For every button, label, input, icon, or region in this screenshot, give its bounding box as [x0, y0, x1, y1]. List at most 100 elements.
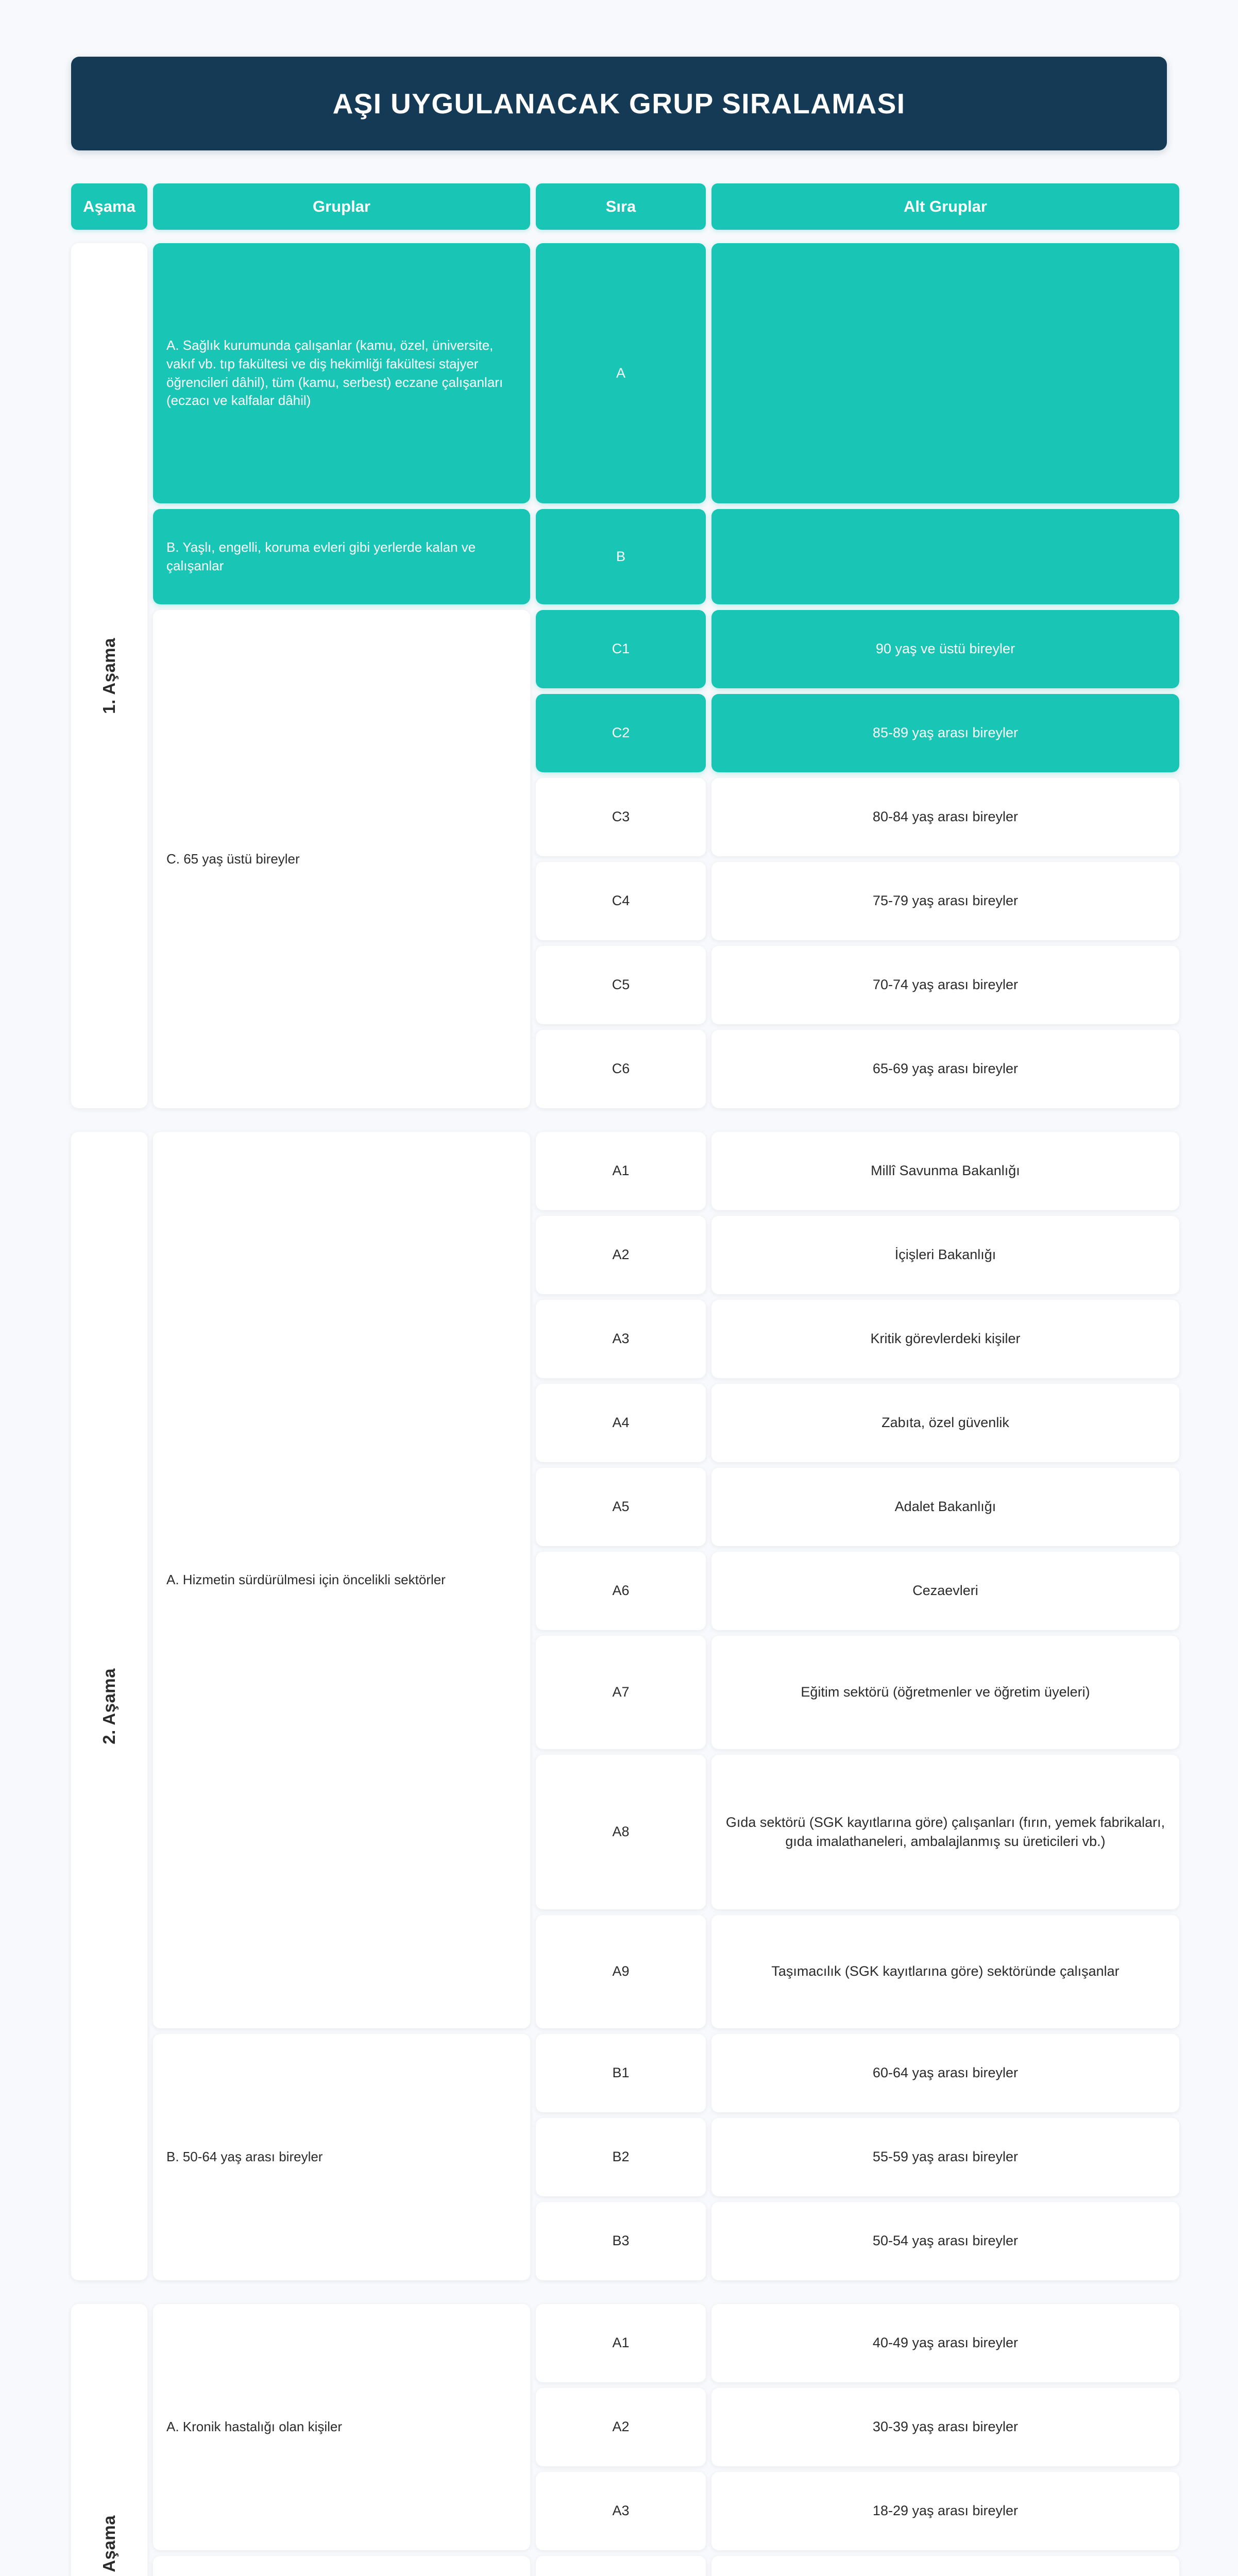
subgroup-cell: İçişleri Bakanlığı: [711, 1216, 1179, 1294]
table-row: B3 50-54 yaş arası bireyler: [536, 2202, 1179, 2280]
group-band: A. Sağlık kurumunda çalışanlar (kamu, öz…: [153, 243, 1179, 503]
stage-label-cell: 2. Aşama: [71, 1132, 147, 2280]
order-cell: C5: [536, 946, 706, 1024]
stage-groups: A. Kronik hastalığı olan kişiler A1 40-49 …: [153, 2304, 1179, 2576]
subgroup-cell: 18-29 yaş arası bireyler: [711, 2472, 1179, 2550]
group-band: B. Diğer Gruplar B140-49 yaş arası bireyl…: [153, 2556, 1179, 2576]
order-cell: C1: [536, 610, 706, 688]
table-row: B1 60-64 yaş arası bireyler: [536, 2034, 1179, 2112]
title-banner: AŞI UYGULANACAK GRUP SIRALAMASI: [71, 57, 1167, 150]
group-band: B. Yaşlı, engelli, koruma evleri gibi ye…: [153, 509, 1179, 604]
order-cell: A7: [536, 1636, 706, 1749]
order-cell: C4: [536, 862, 706, 940]
group-cell: A. Sağlık kurumunda çalışanlar (kamu, öz…: [153, 243, 530, 503]
table-row: A1 40-49 yaş arası bireyler: [536, 2304, 1179, 2382]
order-cell: C2: [536, 694, 706, 772]
stage-block: 2. Aşama A. Hizmetin sürdürülmesi için ön…: [71, 1132, 1179, 2280]
subgroup-cell: Adalet Bakanlığı: [711, 1468, 1179, 1546]
subgroup-cell: 75-79 yaş arası bireyler: [711, 862, 1179, 940]
table-row: A7 Eğitim sektörü (öğretmenler ve öğretim…: [536, 1636, 1179, 1749]
group-band: A. Kronik hastalığı olan kişiler A1 40-49 …: [153, 2304, 1179, 2550]
subgroup-cell: 90 yaş ve üstü bireyler: [711, 610, 1179, 688]
table-row: C2 85-89 yaş arası bireyler: [536, 694, 1179, 772]
subgroup-cell: 40-49 yaş arası bireyler: [711, 2304, 1179, 2382]
table-row: B140-49 yaş arası bireyler: [536, 2556, 1179, 2576]
order-cell: C6: [536, 1030, 706, 1108]
order-cell: A1: [536, 2304, 706, 2382]
subgroup-cell: [711, 243, 1179, 503]
order-cell: A6: [536, 1552, 706, 1630]
table-row: A3 18-29 yaş arası bireyler: [536, 2472, 1179, 2550]
subgroup-cell: 55-59 yaş arası bireyler: [711, 2118, 1179, 2196]
subgroup-cell: Zabıta, özel güvenlik: [711, 1384, 1179, 1462]
order-cell: A: [536, 243, 706, 503]
subgroup-cell: Millî Savunma Bakanlığı: [711, 1132, 1179, 1210]
subrow-list: A: [536, 243, 1179, 503]
table-row: A6 Cezaevleri: [536, 1552, 1179, 1630]
table-row: C3 80-84 yaş arası bireyler: [536, 778, 1179, 856]
subgroup-cell: 40-49 yaş arası bireyler: [711, 2556, 1179, 2576]
table-row: A4 Zabıta, özel güvenlik: [536, 1384, 1179, 1462]
subgroup-cell: 60-64 yaş arası bireyler: [711, 2034, 1179, 2112]
table-row: A: [536, 243, 1179, 503]
group-cell: C. 65 yaş üstü bireyler: [153, 610, 530, 1108]
column-header-subgroups: Alt Gruplar: [711, 183, 1179, 230]
table-row: A5 Adalet Bakanlığı: [536, 1468, 1179, 1546]
stage-label: 3. Aşama: [99, 2515, 118, 2576]
stages-container: 1. Aşama A. Sağlık kurumunda çalışanlar (…: [71, 243, 1179, 2576]
order-cell: A9: [536, 1915, 706, 2028]
stage-groups: A. Hizmetin sürdürülmesi için öncelikli …: [153, 1132, 1179, 2280]
subrow-list: B1 60-64 yaş arası bireyler B2 55-59 yaş ar…: [536, 2034, 1179, 2280]
order-cell: A8: [536, 1755, 706, 1909]
order-cell: B3: [536, 2202, 706, 2280]
subgroup-cell: 80-84 yaş arası bireyler: [711, 778, 1179, 856]
table-row: B2 55-59 yaş arası bireyler: [536, 2118, 1179, 2196]
table-row: A1 Millî Savunma Bakanlığı: [536, 1132, 1179, 1210]
subrow-list: B: [536, 509, 1179, 604]
table-row: A3 Kritik görevlerdeki kişiler: [536, 1300, 1179, 1378]
group-cell: B. 50-64 yaş arası bireyler: [153, 2034, 530, 2280]
order-cell: B: [536, 509, 706, 604]
table-row: A9 Taşımacılık (SGK kayıtlarına göre) sek…: [536, 1915, 1179, 2028]
column-header-row: Aşama Gruplar Sıra Alt Gruplar: [71, 183, 1179, 230]
stage-label: 1. Aşama: [99, 637, 118, 714]
stage-label: 2. Aşama: [99, 1668, 118, 1744]
order-cell: A3: [536, 1300, 706, 1378]
subgroup-cell: Cezaevleri: [711, 1552, 1179, 1630]
stage-groups: A. Sağlık kurumunda çalışanlar (kamu, öz…: [153, 243, 1179, 1108]
order-cell: A2: [536, 1216, 706, 1294]
page-title: AŞI UYGULANACAK GRUP SIRALAMASI: [332, 88, 906, 120]
subgroup-cell: 65-69 yaş arası bireyler: [711, 1030, 1179, 1108]
table-row: A2 30-39 yaş arası bireyler: [536, 2388, 1179, 2466]
table-row: A8 Gıda sektörü (SGK kayıtlarına göre) ça…: [536, 1755, 1179, 1909]
group-band: B. 50-64 yaş arası bireyler B1 60-64 yaş a…: [153, 2034, 1179, 2280]
order-cell: A4: [536, 1384, 706, 1462]
stage-block: 1. Aşama A. Sağlık kurumunda çalışanlar (…: [71, 243, 1179, 1108]
subrow-list: B140-49 yaş arası bireylerB230-39 yaş ar…: [536, 2556, 1179, 2576]
group-band: C. 65 yaş üstü bireyler C1 90 yaş ve üstü …: [153, 610, 1179, 1108]
subgroup-cell: Eğitim sektörü (öğretmenler ve öğretim ü…: [711, 1636, 1179, 1749]
stage-block: 3. Aşama A. Kronik hastalığı olan kişiler…: [71, 2304, 1179, 2576]
table-row: C4 75-79 yaş arası bireyler: [536, 862, 1179, 940]
subgroup-cell: Gıda sektörü (SGK kayıtlarına göre) çalı…: [711, 1755, 1179, 1909]
order-cell: B1: [536, 2556, 706, 2576]
subgroup-cell: Kritik görevlerdeki kişiler: [711, 1300, 1179, 1378]
subrow-list: C1 90 yaş ve üstü bireyler C2 85-89 yaş ara…: [536, 610, 1179, 1108]
table-row: C5 70-74 yaş arası bireyler: [536, 946, 1179, 1024]
subgroup-cell: Taşımacılık (SGK kayıtlarına göre) sektö…: [711, 1915, 1179, 2028]
order-cell: C3: [536, 778, 706, 856]
order-cell: A1: [536, 1132, 706, 1210]
order-cell: B2: [536, 2118, 706, 2196]
table-row: C1 90 yaş ve üstü bireyler: [536, 610, 1179, 688]
column-header-order: Sıra: [536, 183, 706, 230]
subgroup-cell: 30-39 yaş arası bireyler: [711, 2388, 1179, 2466]
subgroup-cell: 50-54 yaş arası bireyler: [711, 2202, 1179, 2280]
order-cell: A5: [536, 1468, 706, 1546]
group-cell: A. Kronik hastalığı olan kişiler: [153, 2304, 530, 2550]
table-row: A2 İçişleri Bakanlığı: [536, 1216, 1179, 1294]
subrow-list: A1 40-49 yaş arası bireyler A2 30-39 yaş ar…: [536, 2304, 1179, 2550]
subrow-list: A1 Millî Savunma Bakanlığı A2 İçişleri Baka…: [536, 1132, 1179, 2028]
table-row: B: [536, 509, 1179, 604]
column-header-stage: Aşama: [71, 183, 147, 230]
